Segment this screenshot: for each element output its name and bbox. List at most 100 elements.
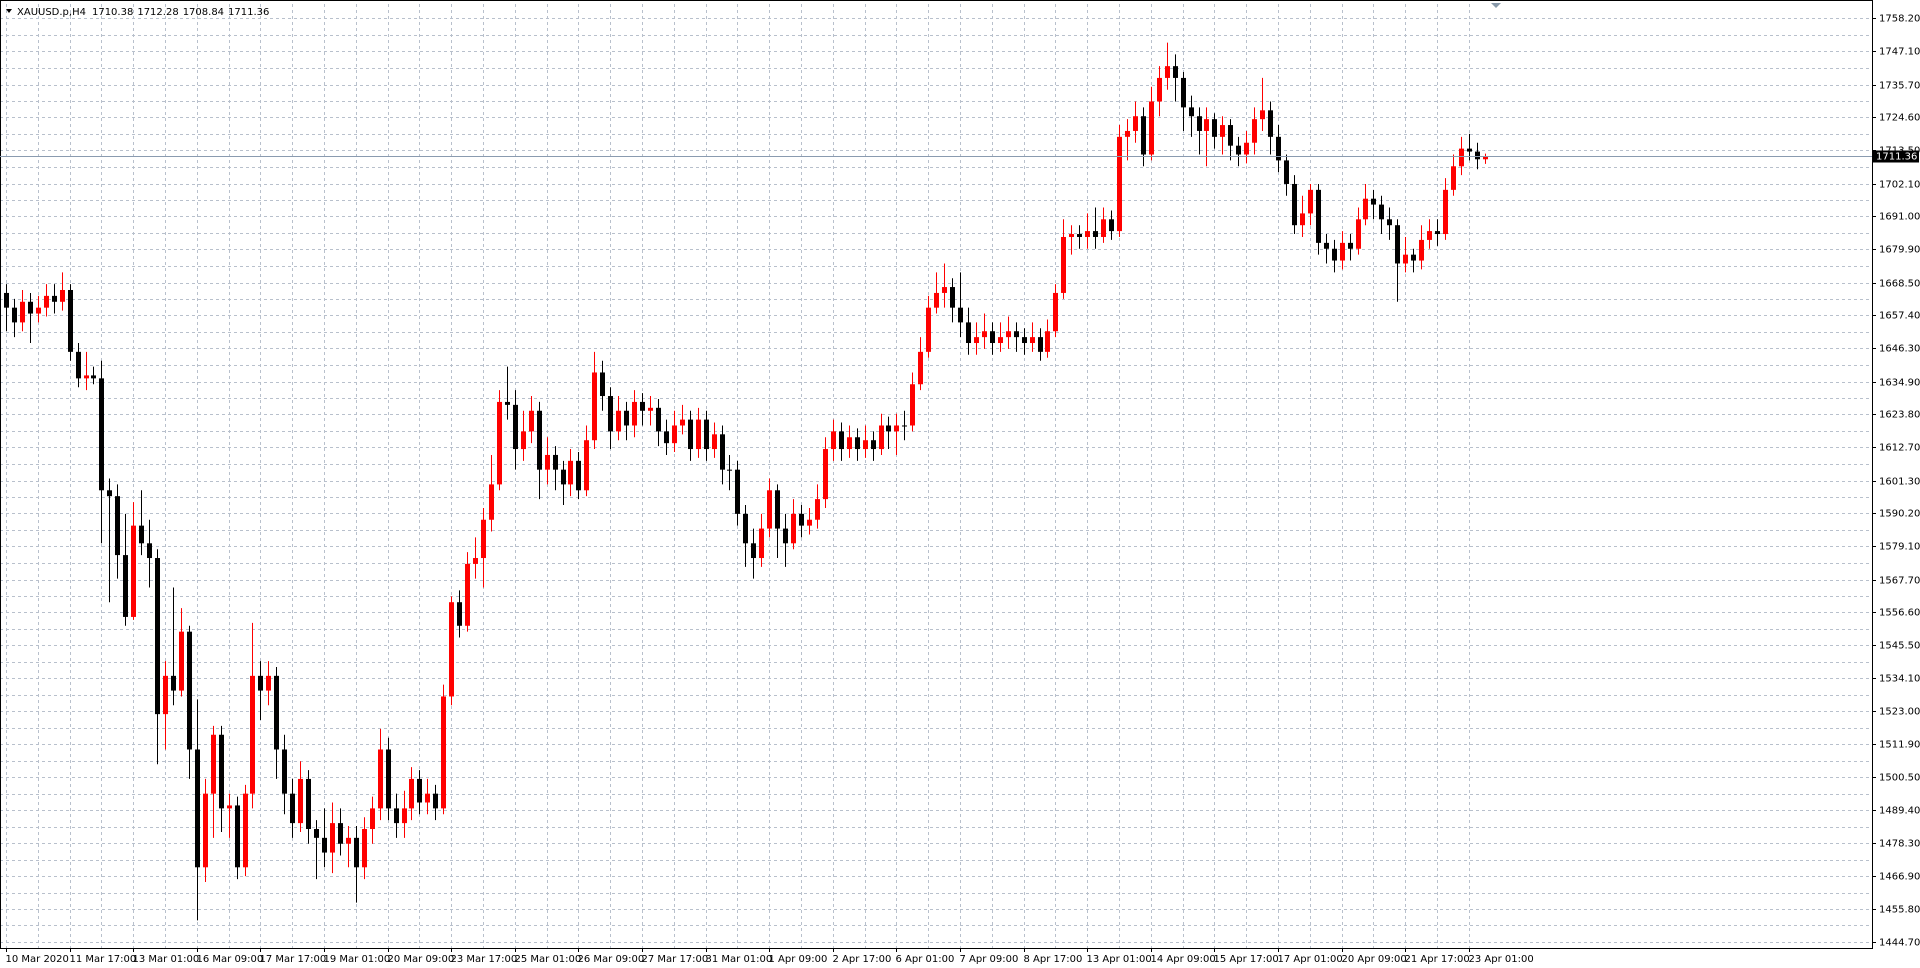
candle-body	[688, 419, 693, 450]
candle-body	[608, 396, 613, 432]
candle-body	[1403, 254, 1408, 264]
candle-body	[489, 484, 494, 520]
candle-body	[823, 449, 828, 500]
candle-body	[680, 419, 685, 426]
candle-body	[1014, 331, 1019, 338]
y-tick-label: 1545.50	[1879, 641, 1920, 652]
candle-body	[839, 431, 844, 450]
candle-body	[457, 602, 462, 626]
candle-body	[934, 292, 939, 308]
candle-body	[791, 513, 796, 544]
candle-body	[266, 675, 271, 691]
y-tick-label: 1489.40	[1879, 806, 1920, 817]
candle-body	[775, 490, 780, 529]
candle-body	[1244, 142, 1249, 155]
y-tick-label: 1478.30	[1879, 839, 1920, 850]
candle-body	[163, 675, 168, 715]
x-tick-label: 7 Apr 09:00	[960, 954, 1019, 965]
y-tick-label: 1500.50	[1879, 773, 1920, 784]
y-tick-label: 1523.00	[1879, 707, 1920, 718]
candle-body	[131, 525, 136, 617]
y-tick-label: 1668.50	[1879, 279, 1920, 290]
candle-body	[362, 829, 367, 868]
candle-body	[1419, 239, 1424, 261]
candle-body	[107, 490, 112, 497]
candle-body	[290, 793, 295, 824]
y-tick-label: 1702.10	[1879, 180, 1920, 191]
x-tick-label: 13 Mar 01:00	[133, 954, 200, 965]
candle-body	[84, 375, 89, 379]
candle-body	[521, 431, 526, 450]
candle-body	[561, 469, 566, 485]
x-tick-label: 10 Mar 2020	[6, 954, 69, 965]
candle-body	[1252, 119, 1257, 143]
candle-body	[1189, 107, 1194, 117]
candle-body	[1038, 337, 1043, 352]
candle-body	[1475, 151, 1480, 160]
candle-body	[1348, 242, 1353, 249]
candle-body	[171, 675, 176, 691]
y-tick-label: 1735.70	[1879, 81, 1920, 92]
candle-body	[338, 823, 343, 844]
y-tick-label: 1601.30	[1879, 477, 1920, 488]
candle-body	[1181, 77, 1186, 108]
candle-body	[258, 675, 263, 691]
candle-body	[751, 543, 756, 559]
candle-body	[1220, 125, 1225, 137]
candle-body	[926, 307, 931, 352]
y-tick-label: 1724.60	[1879, 113, 1920, 124]
candle-body	[902, 425, 907, 427]
y-tick-label: 1679.90	[1879, 245, 1920, 256]
candle-body	[1371, 198, 1376, 205]
x-tick-label: 13 Apr 01:00	[1087, 954, 1152, 965]
candle-body	[44, 295, 49, 308]
candle-body	[4, 292, 9, 308]
candle-body	[910, 384, 915, 426]
candle-body	[783, 528, 788, 544]
candle-body	[298, 778, 303, 824]
candle-body	[918, 351, 923, 385]
x-tick-label: 23 Mar 17:00	[451, 954, 518, 965]
y-tick-label: 1657.40	[1879, 311, 1920, 322]
x-tick-label: 25 Mar 01:00	[515, 954, 582, 965]
candle-body	[982, 331, 987, 338]
candle-body	[568, 460, 573, 485]
y-tick-label: 1634.90	[1879, 378, 1920, 389]
candle-body	[664, 431, 669, 444]
x-tick-label: 17 Mar 17:00	[260, 954, 327, 965]
candle-body	[616, 410, 621, 432]
candle-body	[958, 307, 963, 323]
candle-body	[76, 351, 81, 379]
plot-frame	[0, 0, 1873, 949]
x-tick-label: 11 Mar 17:00	[70, 954, 137, 965]
candle-body	[28, 301, 33, 314]
x-tick-label: 20 Mar 09:00	[388, 954, 455, 965]
candle-body	[1483, 156, 1488, 160]
y-tick-label: 1579.10	[1879, 542, 1920, 553]
candle-body	[974, 337, 979, 344]
candle-body	[409, 778, 414, 809]
candle-body	[68, 289, 73, 352]
candle-body	[537, 410, 542, 470]
candles	[4, 42, 1488, 921]
candle-body	[815, 499, 820, 520]
candle-body	[1197, 116, 1202, 131]
candle-body	[322, 837, 327, 853]
candle-body	[1085, 231, 1090, 237]
header-close: 1711.36	[228, 7, 269, 18]
candle-body	[1332, 248, 1337, 261]
candle-body	[648, 407, 653, 411]
candle-body	[417, 778, 422, 803]
candle-body	[990, 331, 995, 344]
candle-body	[529, 410, 534, 432]
candle-body	[91, 375, 96, 379]
candle-body	[1045, 331, 1050, 352]
candle-body	[1101, 219, 1106, 237]
candle-body	[966, 322, 971, 344]
candle-body	[727, 469, 732, 471]
y-tick-label: 1455.80	[1879, 905, 1920, 916]
candle-body	[441, 696, 446, 809]
candle-body	[759, 528, 764, 559]
y-tick-label: 1511.90	[1879, 740, 1920, 751]
candle-body	[211, 734, 216, 794]
